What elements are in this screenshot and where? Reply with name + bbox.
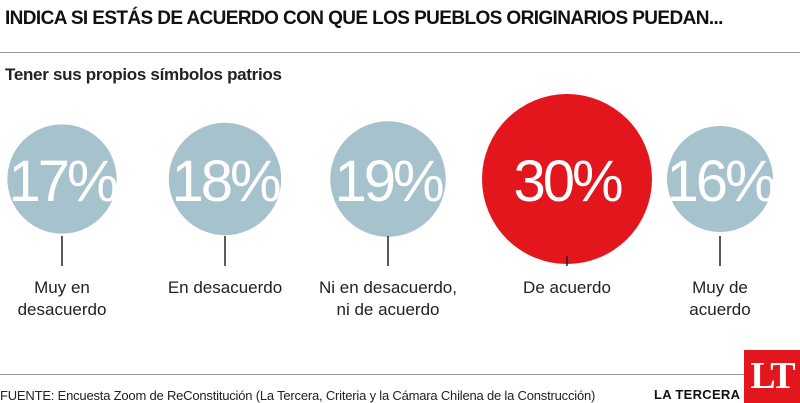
category-label-1-line-2: desacuerdo [18, 300, 107, 319]
title-divider [0, 52, 800, 53]
bubble-5 [667, 126, 773, 232]
category-label-2-line-1: En desacuerdo [168, 278, 282, 297]
chart-title: INDICA SI ESTÁS DE ACUERDO CON QUE LOS P… [5, 8, 723, 29]
bubble-1 [7, 124, 117, 234]
category-label-5-line-2: acuerdo [689, 300, 750, 319]
value-label-3: 19% [334, 149, 443, 214]
brand-logo: LT [744, 350, 800, 403]
bubble-2 [168, 122, 282, 236]
bubble-4 [482, 94, 652, 264]
category-label-1-line-1: Muy en [34, 278, 90, 297]
footer-divider [0, 374, 800, 375]
source-note: FUENTE: Encuesta Zoom de ReConstitución … [0, 388, 596, 403]
value-label-2: 18% [171, 149, 280, 214]
chart-subtitle: Tener sus propios símbolos patrios [5, 65, 282, 84]
category-label-3-line-2: ni de acuerdo [336, 300, 439, 319]
category-label-5-line-1: Muy de [692, 278, 748, 297]
value-label-5: 16% [666, 149, 775, 214]
value-label-4: 30% [513, 149, 622, 214]
value-label-1: 17% [8, 149, 117, 214]
category-label-3-line-1: Ni en desacuerdo, [319, 278, 457, 297]
category-label-4-line-1: De acuerdo [523, 278, 611, 297]
brand-name: LA TERCERA [654, 387, 741, 402]
bubble-3 [330, 121, 446, 237]
